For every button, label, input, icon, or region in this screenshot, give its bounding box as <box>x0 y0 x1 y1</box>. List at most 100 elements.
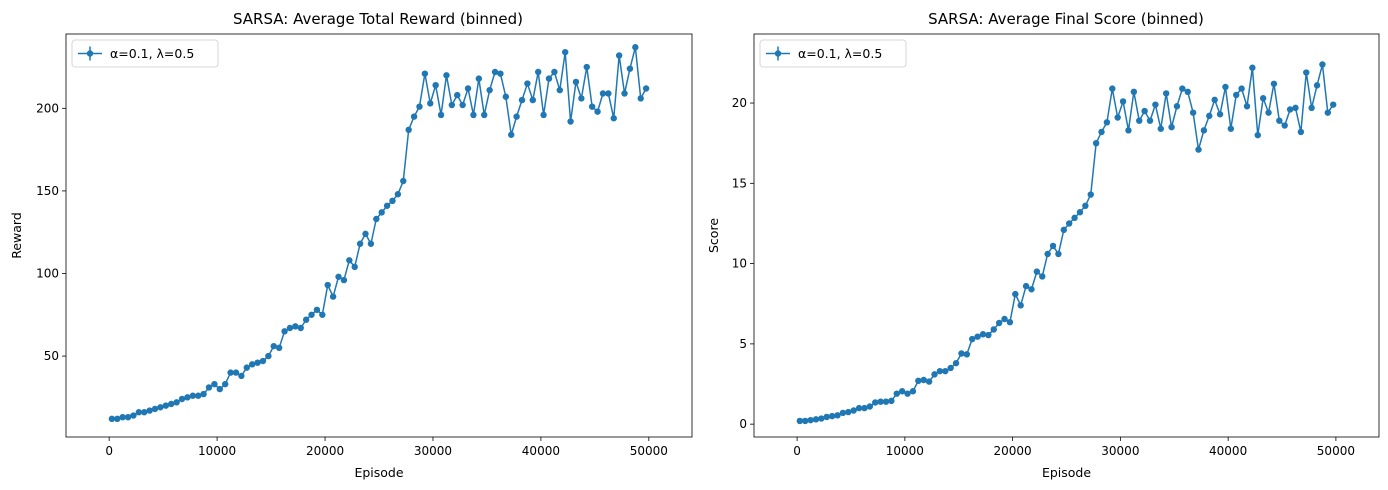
legend-box <box>759 39 907 68</box>
data-point <box>898 388 906 395</box>
chart-title: SARSA: Average Total Reward (binned) <box>233 10 523 28</box>
x-tick-label: 10000 <box>886 444 924 458</box>
data-point <box>443 72 450 79</box>
data-point <box>1330 101 1337 108</box>
data-point <box>995 319 1003 327</box>
legend-label: α=0.1, λ=0.5 <box>110 46 194 61</box>
x-axis-label: Episode <box>1042 465 1091 480</box>
data-point <box>888 397 895 405</box>
data-point <box>135 409 143 416</box>
data-point <box>416 103 423 110</box>
data-point <box>1076 209 1084 216</box>
data-point <box>238 372 245 380</box>
data-point <box>1292 104 1299 112</box>
data-point <box>454 91 461 99</box>
data-point <box>1281 122 1288 129</box>
data-point <box>1206 112 1213 120</box>
data-point <box>850 407 857 414</box>
data-point <box>437 111 445 119</box>
data-point <box>378 209 385 216</box>
data-point <box>227 369 234 376</box>
y-tick-label: 200 <box>36 101 59 115</box>
data-point <box>200 390 207 398</box>
data-point <box>1265 109 1272 116</box>
data-point <box>1216 111 1224 118</box>
y-tick-label: 20 <box>732 96 747 110</box>
data-point <box>297 324 304 332</box>
data-point <box>529 96 536 104</box>
data-point <box>796 417 803 425</box>
data-point <box>1001 315 1008 323</box>
data-point <box>1022 282 1030 290</box>
y-tick-label: 50 <box>44 349 59 363</box>
data-point <box>254 359 261 366</box>
data-point <box>448 101 456 109</box>
data-point <box>578 95 585 102</box>
data-point <box>1103 119 1111 126</box>
data-point <box>801 417 809 425</box>
data-point <box>130 412 137 419</box>
data-point <box>481 111 488 119</box>
x-tick-label: 30000 <box>414 444 452 458</box>
legend-box <box>71 39 219 68</box>
data-point <box>583 63 590 71</box>
data-point <box>540 111 547 119</box>
data-point <box>108 415 116 423</box>
legend-label: α=0.1, λ=0.5 <box>798 46 882 61</box>
x-tick-label: 50000 <box>630 444 668 458</box>
data-point <box>405 126 412 133</box>
data-point <box>1141 107 1148 115</box>
data-point <box>872 399 879 406</box>
reward-chart-panel: SARSA: Average Total Reward (binned) 0 10… <box>9 10 693 480</box>
data-point <box>615 52 623 59</box>
data-point <box>1227 125 1235 132</box>
data-point <box>383 202 391 209</box>
series-line <box>799 63 1334 422</box>
data-point <box>947 364 954 372</box>
data-point <box>195 392 202 399</box>
y-axis-label: Score <box>706 218 721 253</box>
data-point <box>1308 104 1315 112</box>
data-point <box>561 48 569 56</box>
tick-layer: 0 10000 20000 30000 40000 50000 50 100 150 200 <box>36 101 668 458</box>
data-point <box>1254 131 1261 139</box>
data-point <box>572 78 580 86</box>
data-point <box>302 316 310 323</box>
x-tick-label: 10000 <box>198 444 236 458</box>
data-point <box>1249 64 1256 71</box>
y-tick-label: 5 <box>739 337 747 351</box>
data-point <box>410 113 418 120</box>
legend-marker-swatch <box>774 50 782 57</box>
data-point <box>621 90 628 97</box>
data-point <box>243 364 250 371</box>
y-tick-label: 10 <box>732 257 747 271</box>
data-point <box>893 390 900 397</box>
data-point <box>491 68 499 76</box>
data-point <box>904 390 911 397</box>
data-point <box>936 367 944 375</box>
data-point <box>475 75 483 82</box>
data-point <box>162 402 170 409</box>
x-tick-label: 0 <box>105 444 113 458</box>
data-point <box>362 230 369 238</box>
data-point <box>1017 302 1024 309</box>
data-point <box>324 281 331 289</box>
data-point <box>1162 90 1170 97</box>
data-point <box>1006 319 1014 326</box>
data-point <box>1130 88 1138 96</box>
data-point <box>1238 85 1245 92</box>
data-point <box>845 408 852 416</box>
data-point <box>1146 117 1154 124</box>
data-point <box>551 68 558 76</box>
data-point <box>1049 242 1057 250</box>
data-point <box>1313 82 1321 89</box>
data-point <box>958 350 965 357</box>
data-point <box>319 311 326 318</box>
data-point <box>925 378 933 385</box>
data-point <box>1065 220 1073 227</box>
data-point <box>502 93 510 100</box>
data-point <box>979 331 987 338</box>
data-point <box>216 385 223 393</box>
data-point <box>861 404 868 412</box>
data-point <box>594 108 601 115</box>
